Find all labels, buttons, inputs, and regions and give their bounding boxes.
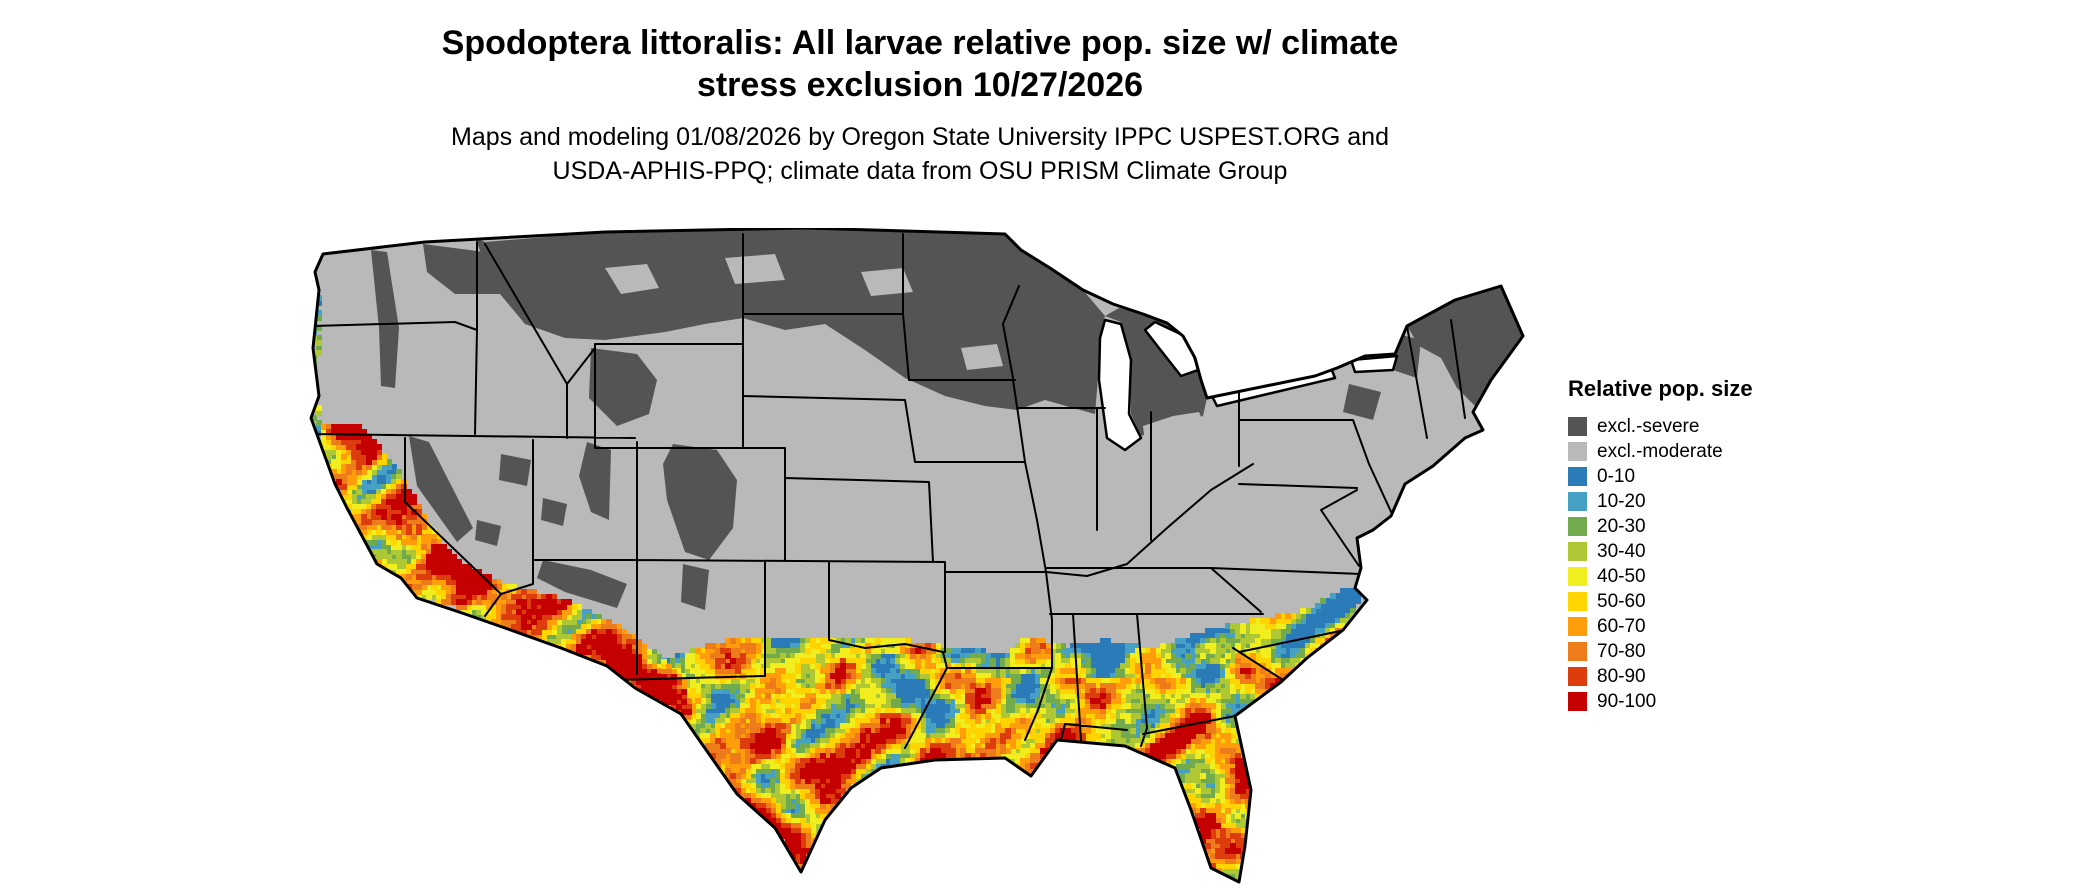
legend-item-label: 40-50 xyxy=(1597,566,1646,587)
legend-item-label: 80-90 xyxy=(1597,666,1646,687)
us-map-svg xyxy=(309,226,1525,884)
severe-region-nevada-1 xyxy=(499,454,531,486)
legend-items: excl.-severe excl.-moderate 0-10 10-20 20-30… xyxy=(1568,414,1753,714)
legend-swatch xyxy=(1568,467,1587,486)
severe-exclusion-regions xyxy=(371,228,1523,610)
moderate-speckle-1 xyxy=(605,264,659,294)
title-block: Spodoptera littoralis: All larvae relati… xyxy=(0,22,1840,188)
us-map xyxy=(305,226,1525,884)
legend-item-label: 0-10 xyxy=(1597,466,1636,487)
map-raster xyxy=(311,290,1361,879)
moderate-southern-michigan xyxy=(1143,412,1205,448)
legend-swatch xyxy=(1568,567,1587,586)
moderate-speckle-4 xyxy=(961,344,1003,370)
severe-region-northern-new-mexico xyxy=(681,564,709,610)
legend-item: 50-60 xyxy=(1568,589,1753,614)
severe-region-sierra xyxy=(409,436,473,542)
lake-michigan xyxy=(1097,318,1143,452)
legend-item: 70-80 xyxy=(1568,639,1753,664)
severe-region-catskills xyxy=(1343,384,1381,420)
severe-region-wasatch xyxy=(579,442,611,520)
severe-region-mogollon xyxy=(537,560,627,608)
legend-item-label: 90-100 xyxy=(1597,691,1657,712)
legend-item-label: excl.-moderate xyxy=(1597,441,1723,462)
raster-class-10-20 xyxy=(311,290,1341,829)
state-border-lines xyxy=(311,233,1466,749)
raster-class-90-100 xyxy=(331,424,1281,864)
severe-region-yellowstone xyxy=(589,348,657,426)
severe-region-nevada-2 xyxy=(541,498,567,526)
severe-region-cascades xyxy=(371,250,399,388)
state-borders xyxy=(311,233,1466,749)
legend-item-label: 50-60 xyxy=(1597,591,1646,612)
severe-region-ne-washington xyxy=(423,244,501,294)
lake-ontario xyxy=(1349,354,1399,374)
legend-item-label: 20-30 xyxy=(1597,516,1646,537)
legend-item: 20-30 xyxy=(1568,514,1753,539)
legend-item-label: 70-80 xyxy=(1597,641,1646,662)
moderate-speckle-3 xyxy=(861,268,913,296)
legend-swatch xyxy=(1568,692,1587,711)
map-title-line2: stress exclusion 10/27/2026 xyxy=(696,66,1144,104)
legend-item: excl.-severe xyxy=(1568,414,1753,439)
legend-swatch xyxy=(1568,667,1587,686)
severe-region-colorado-rockies xyxy=(663,444,737,560)
legend-item: 10-20 xyxy=(1568,489,1753,514)
severe-region-nevada-3 xyxy=(475,520,501,546)
legend-item: 60-70 xyxy=(1568,614,1753,639)
legend-title: Relative pop. size xyxy=(1568,376,1753,401)
us-outline xyxy=(309,226,1525,884)
map-subtitle-line2: USDA-APHIS-PPQ; climate data from OSU PR… xyxy=(552,157,1288,185)
moderate-speckle-5 xyxy=(781,336,817,360)
legend-item: 40-50 xyxy=(1568,564,1753,589)
legend-item-label: 60-70 xyxy=(1597,616,1646,637)
legend-item: excl.-moderate xyxy=(1568,439,1753,464)
map-subtitle-line1: Maps and modeling 01/08/2026 by Oregon S… xyxy=(451,123,1389,151)
legend-swatch xyxy=(1568,592,1587,611)
legend-swatch xyxy=(1568,442,1587,461)
legend-item: 90-100 xyxy=(1568,689,1753,714)
legend-item-label: 30-40 xyxy=(1597,541,1646,562)
legend-item: 30-40 xyxy=(1568,539,1753,564)
moderate-speckle-2 xyxy=(725,254,785,284)
legend-swatch xyxy=(1568,517,1587,536)
legend-swatch xyxy=(1568,417,1587,436)
legend-item: 80-90 xyxy=(1568,664,1753,689)
legend-swatch xyxy=(1568,542,1587,561)
legend-swatch xyxy=(1568,617,1587,636)
legend-item-label: excl.-severe xyxy=(1597,416,1700,437)
legend-item-label: 10-20 xyxy=(1597,491,1646,512)
legend-swatch xyxy=(1568,642,1587,661)
legend: Relative pop. size excl.-severe excl.-mod… xyxy=(1568,376,1753,714)
map-subtitle: Maps and modeling 01/08/2026 by Oregon S… xyxy=(0,120,1840,188)
map-title-line1: Spodoptera littoralis: All larvae relati… xyxy=(441,24,1399,62)
legend-swatch xyxy=(1568,492,1587,511)
legend-item: 0-10 xyxy=(1568,464,1753,489)
